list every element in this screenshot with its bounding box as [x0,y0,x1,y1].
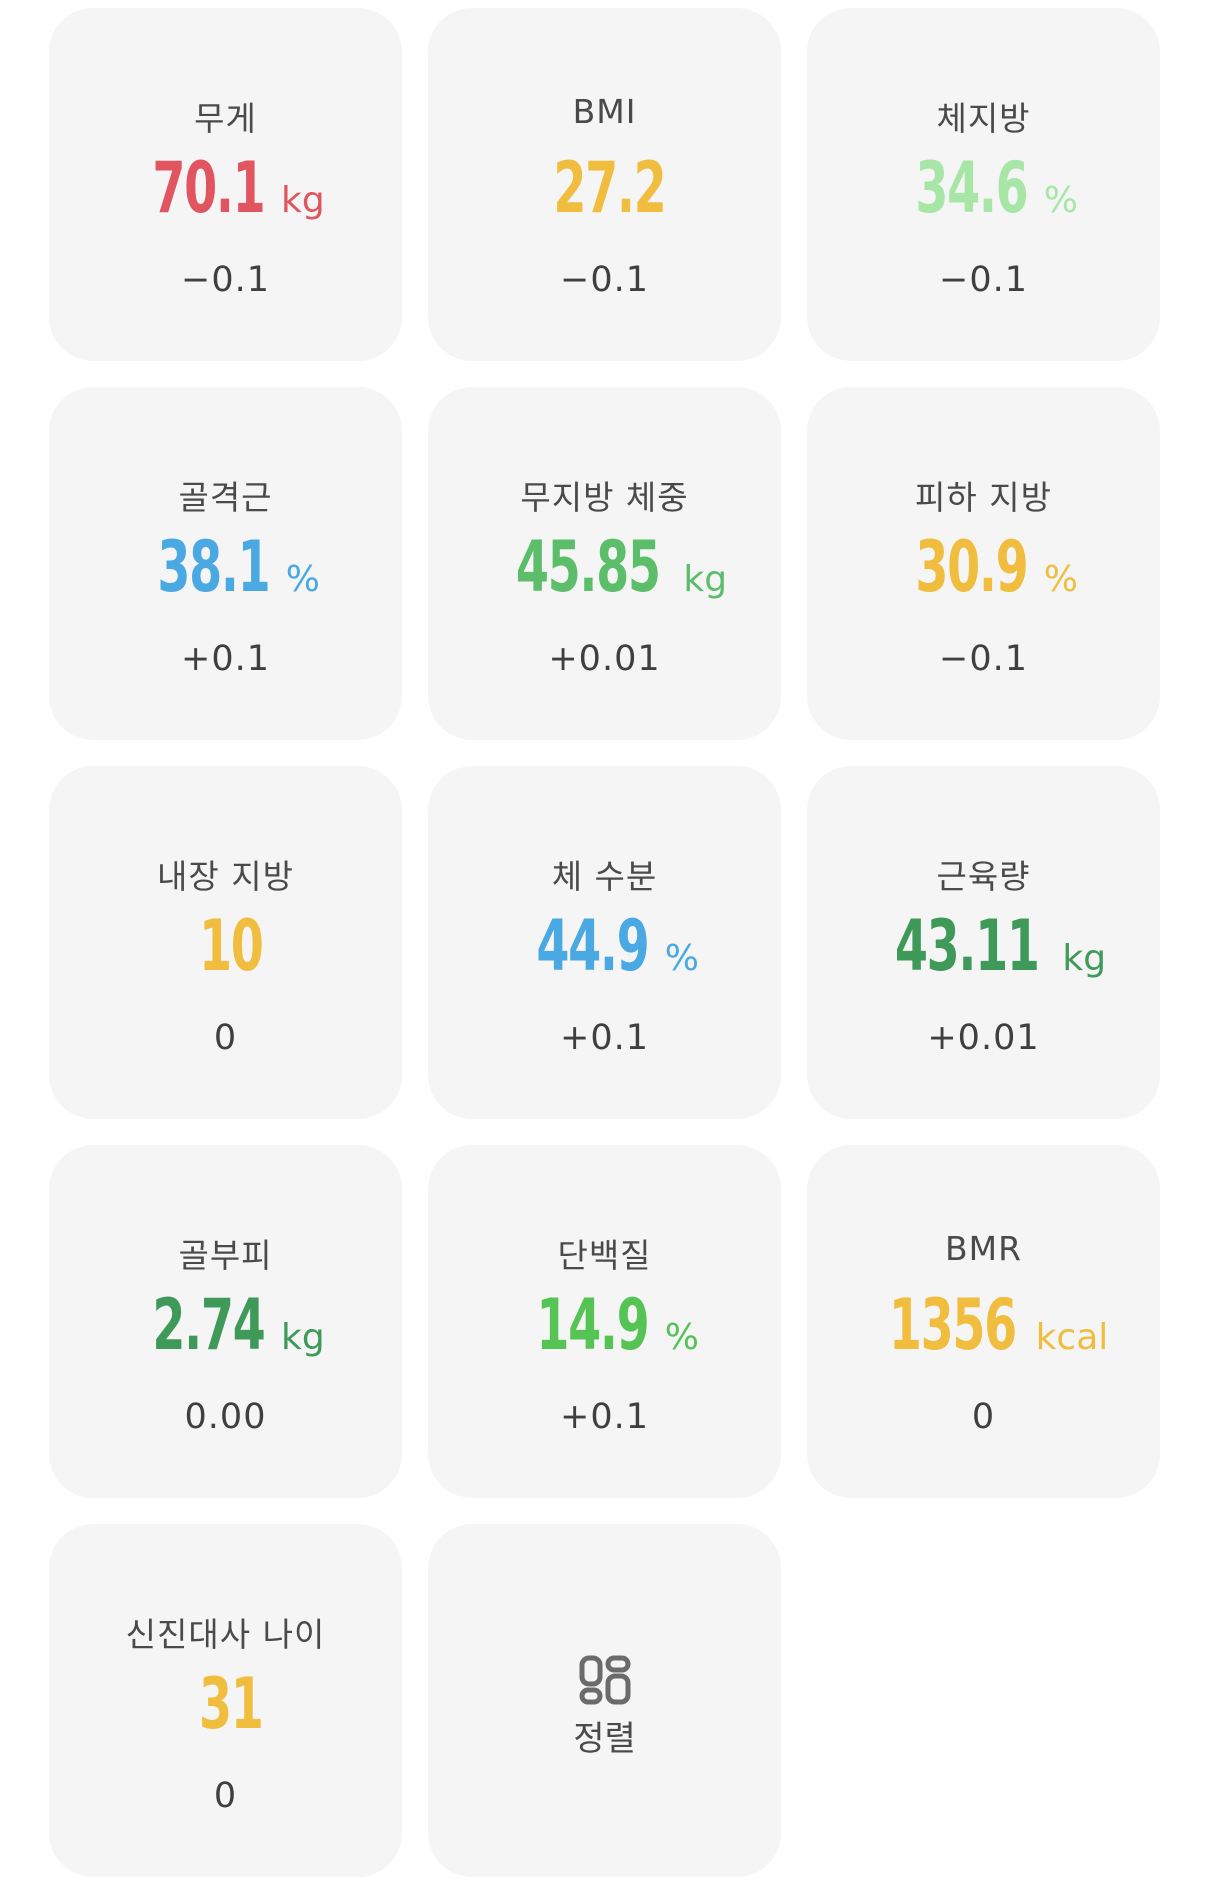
metric-delta: 0 [971,1397,996,1437]
metric-value: 38.1 [157,526,270,608]
metric-card-body-water[interactable]: 체 수분 44.9 % +0.1 [428,766,781,1119]
metric-value: 45.85 [515,526,661,608]
metric-card-body-fat[interactable]: 체지방 34.6 % −0.1 [807,8,1160,361]
metric-label: BMR [944,1229,1023,1268]
metric-card-lean-mass[interactable]: 무지방 체중 45.85 kg +0.01 [428,387,781,740]
metric-card-bmr[interactable]: BMR 1356 kcal 0 [807,1145,1160,1498]
metric-label: 체지방 [936,99,1031,138]
metric-delta: +0.1 [560,1397,649,1437]
metric-label: 근육량 [936,857,1031,896]
metric-label: 신진대사 나이 [125,1615,326,1654]
metric-label: 체 수분 [551,857,658,896]
metric-value: 30.9 [915,526,1028,608]
metric-value-row: 34.6 % [807,146,1160,230]
metric-value: 1356 [888,1284,1017,1366]
metric-card-muscle-mass[interactable]: 근육량 43.11 kg +0.01 [807,766,1160,1119]
metric-value-row: 14.9 % [428,1283,781,1367]
metric-value: 10 [198,905,264,987]
metric-value-row: 44.9 % [428,904,781,988]
metric-label: 골부피 [178,1236,273,1275]
metric-unit: kg [1062,938,1107,979]
metric-delta: 0.00 [184,1397,267,1437]
metric-value: 2.74 [152,1284,266,1366]
metric-value-row: 30.9 % [807,525,1160,609]
metric-delta: −0.1 [560,260,649,300]
metric-value-row: 2.74 kg [49,1283,402,1367]
metric-value: 70.1 [152,147,266,229]
metric-value: 27.2 [553,147,666,229]
metric-value-row: 43.11 kg [807,904,1160,988]
metric-delta: +0.1 [181,639,270,679]
sort-grid-icon [579,1655,630,1705]
metrics-grid: 무게 70.1 kg −0.1 BMI 27.2 −0.1 체지방 34.6 %… [49,8,1160,1877]
metric-delta: +0.01 [927,1018,1040,1058]
metric-label: 피하 지방 [915,478,1052,517]
metric-unit: kcal [1035,1317,1109,1358]
metric-label: BMI [572,92,637,131]
metric-value: 43.11 [894,905,1040,987]
metric-card-metabolic-age[interactable]: 신진대사 나이 31 0 [49,1524,402,1877]
sort-label: 정렬 [573,1719,636,1759]
metric-value: 34.6 [915,147,1028,229]
metric-delta: 0 [213,1776,238,1816]
metric-unit: % [1043,559,1078,600]
metric-label: 단백질 [557,1236,652,1275]
metric-label: 내장 지방 [157,857,294,896]
metric-label: 무게 [194,99,257,138]
metric-value: 14.9 [536,1284,649,1366]
metric-card-skeletal-muscle[interactable]: 골격근 38.1 % +0.1 [49,387,402,740]
metric-delta: −0.1 [181,260,270,300]
metric-delta: −0.1 [939,639,1028,679]
metric-delta: +0.01 [548,639,661,679]
metric-delta: 0 [213,1018,238,1058]
metric-card-bmi[interactable]: BMI 27.2 −0.1 [428,8,781,361]
metric-label: 무지방 체중 [520,478,689,517]
metric-unit: kg [281,1317,325,1358]
metric-value-row: 27.2 [428,146,781,230]
metric-value: 31 [198,1663,264,1745]
metric-card-weight[interactable]: 무게 70.1 kg −0.1 [49,8,402,361]
metric-value-row: 31 [49,1662,402,1746]
metric-card-bone-mass[interactable]: 골부피 2.74 kg 0.00 [49,1145,402,1498]
metric-card-subcutaneous-fat[interactable]: 피하 지방 30.9 % −0.1 [807,387,1160,740]
metric-label: 골격근 [178,478,273,517]
metric-value-row: 45.85 kg [428,525,781,609]
metric-value-row: 38.1 % [49,525,402,609]
metric-unit: kg [683,559,728,600]
metric-delta: +0.1 [560,1018,649,1058]
metric-card-visceral-fat[interactable]: 내장 지방 10 0 [49,766,402,1119]
metric-value-row: 70.1 kg [49,146,402,230]
metric-unit: % [664,938,699,979]
metric-value-row: 10 [49,904,402,988]
metric-unit: % [664,1317,699,1358]
metric-unit: % [1043,180,1078,221]
metric-unit: kg [281,180,325,221]
metric-value: 44.9 [536,905,649,987]
metric-value-row: 1356 kcal [807,1283,1160,1367]
metric-unit: % [285,559,320,600]
metric-delta: −0.1 [939,260,1028,300]
metric-card-protein[interactable]: 단백질 14.9 % +0.1 [428,1145,781,1498]
sort-button[interactable]: 정렬 [428,1524,781,1877]
